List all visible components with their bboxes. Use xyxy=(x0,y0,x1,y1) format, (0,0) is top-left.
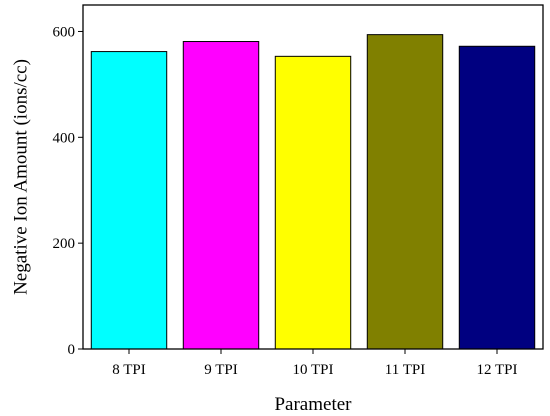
bar-11-tpi xyxy=(366,34,444,350)
x-axis-label: Parameter xyxy=(274,394,352,415)
y-axis-ticks: 0 200 400 600 xyxy=(53,24,83,358)
bar-8-tpi xyxy=(90,51,168,350)
y-axis-label: Negative Ion Amount (ions/cc) xyxy=(10,59,31,295)
y-tick-label: 200 xyxy=(53,236,76,252)
bar-9-tpi xyxy=(182,41,260,350)
x-tick-label: 8 TPI xyxy=(112,362,145,378)
plot-frame xyxy=(82,4,544,350)
y-tick-label: 600 xyxy=(53,24,76,40)
bar-10-tpi xyxy=(274,55,352,350)
x-tick-label: 11 TPI xyxy=(385,362,425,378)
x-tick-label: 9 TPI xyxy=(204,362,237,378)
x-axis-ticks: 8 TPI 9 TPI 10 TPI 11 TPI 12 TPI xyxy=(112,349,517,378)
y-tick-label: 400 xyxy=(53,130,76,146)
y-tick-label: 0 xyxy=(68,342,76,358)
bar-12-tpi xyxy=(458,45,536,350)
bars-group xyxy=(90,34,536,350)
x-tick-label: 10 TPI xyxy=(293,362,334,378)
x-tick-label: 12 TPI xyxy=(477,362,518,378)
